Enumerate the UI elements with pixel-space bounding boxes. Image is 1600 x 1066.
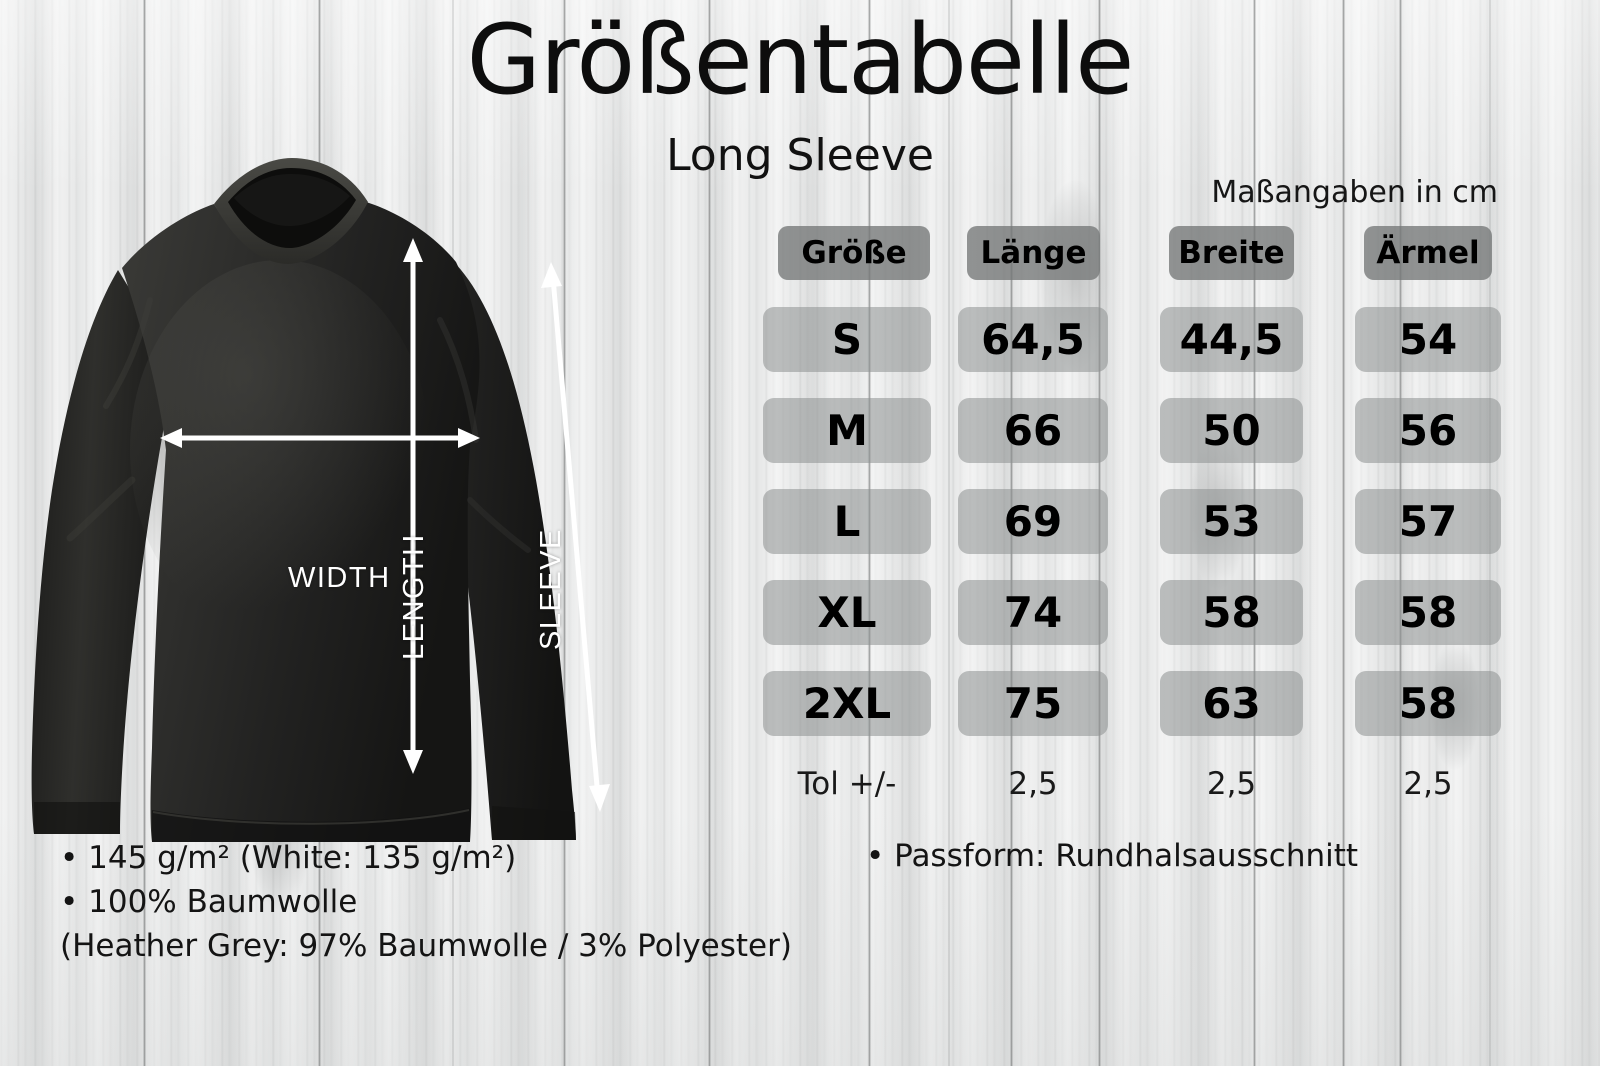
fabric-notes: • 145 g/m² (White: 135 g/m²) • 100% Baum… [60, 836, 792, 968]
sleeve-label: SLEEVE [535, 528, 567, 650]
column-header-width: Breite [1169, 226, 1294, 280]
sleeve-fold [467, 497, 531, 553]
table-header-row: Größe Länge Breite Ärmel [760, 226, 1504, 280]
tolerance-value-width: 2,5 [1206, 766, 1257, 802]
table-row: XL 74 58 58 [760, 580, 1504, 645]
sleeve-arrow-head-top [541, 262, 562, 288]
cell-size: XL [763, 580, 931, 645]
cell-sleeve: 56 [1355, 398, 1501, 463]
fabric-note-material: • 100% Baumwolle [60, 884, 358, 921]
plank-seam [708, 0, 711, 1066]
length-arrow-head-top [403, 238, 423, 262]
cell-length: 75 [958, 671, 1108, 736]
column-header-sleeve: Ärmel [1364, 226, 1492, 280]
cell-width: 53 [1160, 489, 1303, 554]
cell-sleeve: 54 [1355, 307, 1501, 372]
page-subtitle: Long Sleeve [666, 130, 934, 181]
fit-note-neckline: • Passform: Rundhalsausschnitt [866, 838, 1359, 874]
left-cuff [34, 802, 120, 834]
sleeve-fold [66, 476, 136, 542]
fit-notes: • Passform: Rundhalsausschnitt [866, 838, 1358, 874]
measurement-arrows [160, 238, 610, 812]
units-note: Maßangaben in cm [1211, 175, 1498, 210]
length-arrow-head-bottom [403, 750, 423, 774]
right-cuff [492, 806, 576, 840]
cell-length: 64,5 [958, 307, 1108, 372]
cell-sleeve: 58 [1355, 580, 1501, 645]
long-sleeve-shirt-svg [31, 158, 610, 842]
column-header-size: Größe [778, 226, 930, 280]
table-row: 2XL 75 63 58 [760, 671, 1504, 736]
cell-width: 63 [1160, 671, 1303, 736]
fabric-note-heathergrey: (Heather Grey: 97% Baumwolle / 3% Polyes… [60, 928, 792, 965]
sleeve-arrow-head-bottom [589, 784, 610, 812]
plank-seam [563, 0, 566, 1066]
sleeve-fold [103, 297, 153, 409]
sleeve-fold [437, 317, 479, 443]
column-header-length: Länge [967, 226, 1100, 280]
body-hem [152, 808, 470, 842]
cell-size: S [763, 307, 931, 372]
cell-size: M [763, 398, 931, 463]
cell-size: L [763, 489, 931, 554]
tolerance-row: Tol +/- 2,5 2,5 2,5 [760, 762, 1504, 806]
garment-illustration: WIDTH LENGTH SLEEVE [0, 150, 680, 850]
width-arrow-head-left [160, 428, 182, 448]
tolerance-value-sleeve: 2,5 [1403, 766, 1453, 802]
sleeve-arrow-line [550, 277, 601, 799]
table-row: L 69 53 57 [760, 489, 1504, 554]
tolerance-label: Tol +/- [797, 766, 897, 802]
plank-seam [1342, 0, 1345, 1066]
cell-length: 74 [958, 580, 1108, 645]
cell-width: 58 [1160, 580, 1303, 645]
cell-width: 44,5 [1160, 307, 1303, 372]
length-label: LENGTH [398, 533, 430, 660]
cell-sleeve: 58 [1355, 671, 1501, 736]
cell-width: 50 [1160, 398, 1303, 463]
cell-length: 69 [958, 489, 1108, 554]
fabric-note-weight: • 145 g/m² (White: 135 g/m²) [60, 840, 517, 876]
table-row: S 64,5 44,5 54 [760, 307, 1504, 372]
chest-highlight [130, 260, 430, 640]
hem-stitch [152, 809, 470, 825]
collar-inner-shadow [234, 174, 350, 226]
table-row: M 66 50 56 [760, 398, 1504, 463]
cell-size: 2XL [763, 671, 931, 736]
tolerance-value-length: 2,5 [1008, 766, 1058, 802]
width-arrow-head-right [458, 428, 480, 448]
cell-sleeve: 57 [1355, 489, 1501, 554]
page-title: Größentabelle [466, 4, 1135, 116]
size-table: Größe Länge Breite Ärmel S 64,5 44,5 54 … [760, 226, 1504, 806]
cell-length: 66 [958, 398, 1108, 463]
width-label: WIDTH [288, 562, 391, 594]
plank-seam [948, 0, 950, 1066]
